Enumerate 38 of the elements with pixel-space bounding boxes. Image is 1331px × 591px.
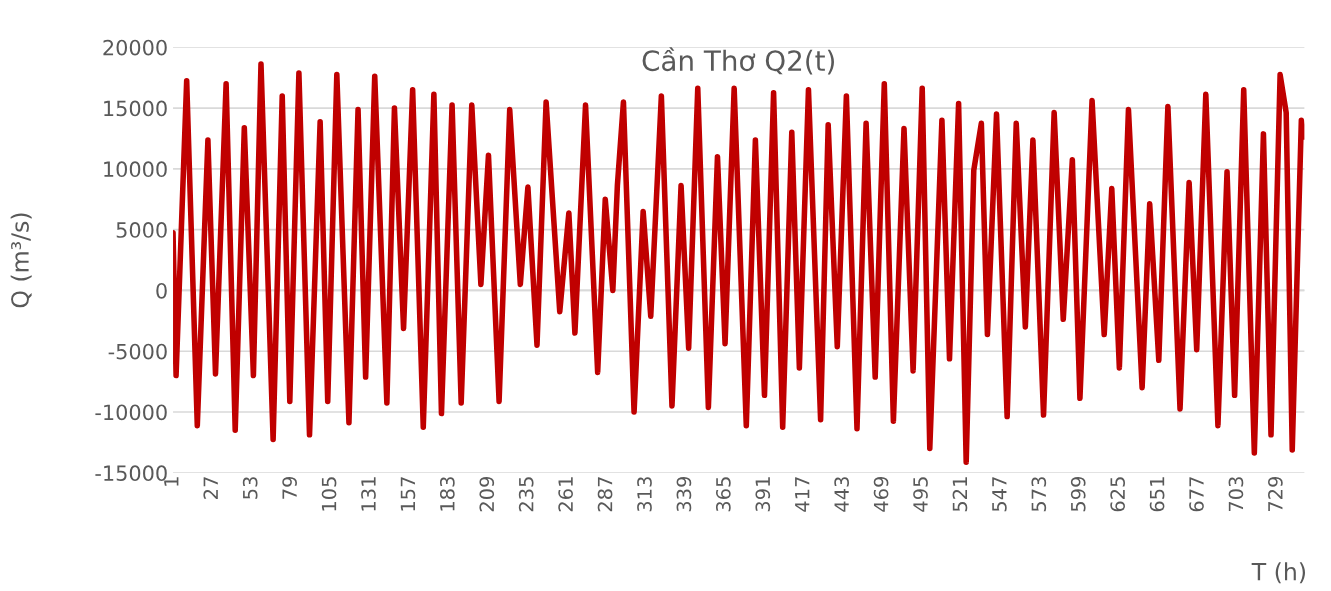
x-tick-label: 469 bbox=[873, 476, 889, 512]
x-tick-label: 53 bbox=[242, 477, 258, 499]
x-tick-label: 27 bbox=[203, 477, 218, 499]
x-tick-label: 209 bbox=[479, 476, 495, 512]
x-tick-label: 365 bbox=[715, 477, 731, 512]
chart-title: Cần Thơ Q2(t) bbox=[642, 47, 834, 75]
y-tick-label: 0 bbox=[156, 282, 167, 299]
x-tick-label: 729 bbox=[1268, 476, 1283, 512]
x-tick-label: 131 bbox=[361, 477, 376, 511]
x-tick-label: 157 bbox=[400, 477, 416, 511]
x-tick-label: 313 bbox=[637, 477, 652, 512]
y-tick-label: 10000 bbox=[104, 161, 167, 178]
y-tick-label: -10000 bbox=[95, 404, 167, 421]
x-tick-label: 547 bbox=[992, 477, 1007, 512]
x-tick-label: 703 bbox=[1228, 477, 1244, 512]
x-tick-label: 391 bbox=[755, 477, 771, 512]
x-tick-label: 417 bbox=[795, 477, 810, 512]
x-tick-label: 235 bbox=[518, 477, 534, 512]
x-tick-label: 495 bbox=[913, 477, 928, 512]
x-tick-label: 651 bbox=[1149, 477, 1165, 512]
x-tick-label: 287 bbox=[597, 477, 613, 512]
x-tick-label: 261 bbox=[558, 477, 573, 512]
x-tick-label: 521 bbox=[952, 477, 968, 512]
x-tick-label: 573 bbox=[1031, 477, 1047, 512]
x-tick-label: 105 bbox=[321, 477, 337, 511]
y-tick-label: -5000 bbox=[108, 343, 167, 360]
y-tick-label: 15000 bbox=[104, 100, 167, 117]
y-tick-label: 20000 bbox=[103, 39, 167, 56]
y-tick-label: 5000 bbox=[116, 222, 167, 238]
x-tick-label: 625 bbox=[1110, 477, 1125, 512]
x-axis-title: T (h) bbox=[1251, 562, 1306, 584]
x-tick-label: 183 bbox=[439, 477, 455, 511]
x-tick-label: 443 bbox=[834, 477, 849, 512]
x-tick-label: 599 bbox=[1070, 476, 1086, 512]
x-tick-label: 339 bbox=[676, 476, 692, 512]
x-tick-label: 79 bbox=[282, 476, 297, 499]
x-tick-label: 677 bbox=[1189, 477, 1204, 512]
y-axis-title: Q (m³/s) bbox=[10, 213, 32, 308]
